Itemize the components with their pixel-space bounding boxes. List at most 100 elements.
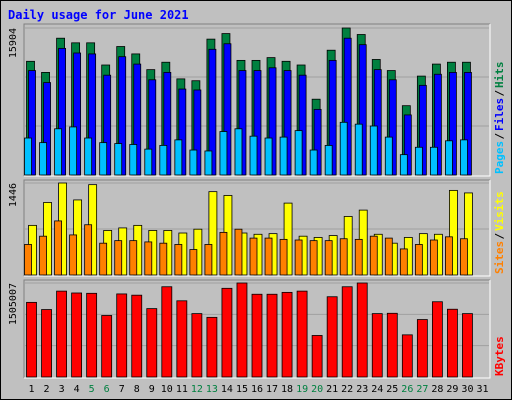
bar-sites-day-16 (249, 237, 258, 276)
bar-files-day-25 (388, 79, 397, 176)
bar-pages-day-22 (339, 121, 348, 176)
x-tick-label: 3 (59, 384, 65, 395)
legend-label-files: Files (493, 98, 506, 131)
bar-kbytes-day-22 (341, 286, 353, 378)
bar-sites-day-15 (234, 228, 243, 276)
legend-label-kbytes: KBytes (493, 336, 506, 376)
bar-pages-day-6 (99, 142, 108, 176)
legend-separator: / (493, 133, 506, 140)
bar-kbytes-day-27 (416, 319, 428, 378)
bar-files-day-13 (208, 48, 217, 176)
bar-files-day-21 (328, 59, 337, 176)
bar-files-day-16 (253, 70, 262, 176)
bar-sites-day-10 (159, 242, 168, 276)
panel-bevel-light (24, 180, 491, 277)
bar-kbytes-day-1 (26, 301, 37, 378)
series-kbytes (26, 282, 473, 378)
bar-kbytes-day-14 (221, 287, 233, 378)
bar-pages-day-10 (159, 145, 168, 176)
bar-kbytes-day-15 (236, 282, 248, 378)
bar-kbytes-day-18 (281, 291, 293, 378)
chart-title: Daily usage for June 2021 (8, 8, 189, 22)
bar-files-day-15 (238, 70, 247, 176)
x-tick-label: 6 (104, 384, 110, 395)
bar-sites-day-12 (189, 249, 198, 276)
bar-pages-day-20 (309, 149, 318, 176)
bar-sites-day-21 (324, 240, 333, 276)
bar-pages-day-14 (219, 131, 228, 176)
bar-pages-day-18 (279, 136, 288, 176)
x-tick-label: 7 (119, 384, 125, 395)
bar-files-day-30 (464, 72, 472, 176)
bar-sites-day-18 (279, 238, 288, 276)
bar-visits-day-30 (464, 192, 473, 276)
bar-kbytes-day-4 (71, 292, 83, 378)
x-tick-label: 31 (476, 384, 488, 395)
bar-pages-day-17 (264, 137, 273, 176)
bar-kbytes-day-7 (116, 293, 128, 378)
bar-pages-day-27 (414, 146, 423, 176)
x-tick-label: 17 (266, 384, 278, 395)
x-tick-label: 23 (356, 384, 368, 395)
bar-pages-day-9 (144, 148, 153, 176)
bar-kbytes-day-20 (311, 335, 323, 378)
x-tick-label: 8 (134, 384, 140, 395)
bar-pages-day-28 (429, 146, 438, 176)
x-tick-label: 24 (371, 384, 383, 395)
bar-files-day-14 (223, 43, 232, 176)
bar-kbytes-day-16 (251, 293, 263, 378)
bar-kbytes-day-17 (266, 293, 278, 378)
series-sites (24, 220, 468, 276)
bar-sites-day-26 (399, 248, 408, 276)
bar-pages-day-13 (204, 150, 213, 176)
panel-bevel-dark (23, 279, 490, 378)
legend-label-hits: Hits (493, 62, 506, 89)
bar-files-day-18 (283, 70, 292, 176)
bar-pages-day-4 (69, 126, 78, 176)
bar-sites-day-1 (24, 244, 32, 276)
x-tick-label: 20 (311, 384, 323, 395)
bar-pages-day-24 (369, 125, 378, 176)
bar-sites-day-17 (264, 237, 273, 276)
x-tick-label: 12 (191, 384, 203, 395)
x-tick-label: 18 (281, 384, 293, 395)
bar-sites-day-5 (84, 224, 93, 276)
x-tick-label: 25 (386, 384, 398, 395)
bar-kbytes-day-25 (386, 312, 398, 378)
bar-files-day-29 (449, 72, 457, 176)
bar-pages-day-26 (399, 154, 408, 176)
bar-kbytes-day-3 (56, 290, 67, 378)
bar-pages-day-19 (294, 130, 303, 176)
x-tick-label: 2 (44, 384, 50, 395)
x-tick-label: 27 (416, 384, 428, 395)
bar-kbytes-day-24 (371, 313, 383, 378)
bar-kbytes-day-8 (131, 294, 143, 378)
bar-sites-day-19 (294, 239, 303, 276)
bar-sites-day-22 (339, 238, 348, 276)
bar-pages-day-29 (445, 140, 453, 176)
bar-kbytes-day-2 (41, 309, 52, 378)
y-max-label: 1505007 (8, 283, 19, 325)
bar-files-day-6 (103, 74, 112, 176)
bar-sites-day-11 (174, 244, 183, 276)
bar-pages-day-15 (234, 128, 243, 176)
bar-sites-day-8 (129, 240, 138, 276)
series-visits (28, 182, 473, 276)
bar-files-day-7 (118, 56, 127, 176)
panel-bevel-light (24, 280, 491, 379)
bar-files-day-28 (433, 73, 442, 176)
bar-files-day-4 (73, 52, 82, 176)
bar-kbytes-day-19 (296, 290, 308, 378)
bar-files-day-3 (58, 47, 66, 176)
x-tick-label: 19 (296, 384, 308, 395)
bar-kbytes-day-26 (401, 334, 413, 378)
bar-files-day-8 (133, 63, 142, 176)
bar-sites-day-6 (99, 242, 108, 276)
bar-pages-day-5 (84, 137, 93, 176)
x-tick-label: 29 (446, 384, 458, 395)
series-files (28, 37, 472, 176)
bar-sites-day-13 (204, 244, 213, 276)
x-tick-label: 11 (176, 384, 188, 395)
panel-bevel-light (24, 24, 491, 177)
